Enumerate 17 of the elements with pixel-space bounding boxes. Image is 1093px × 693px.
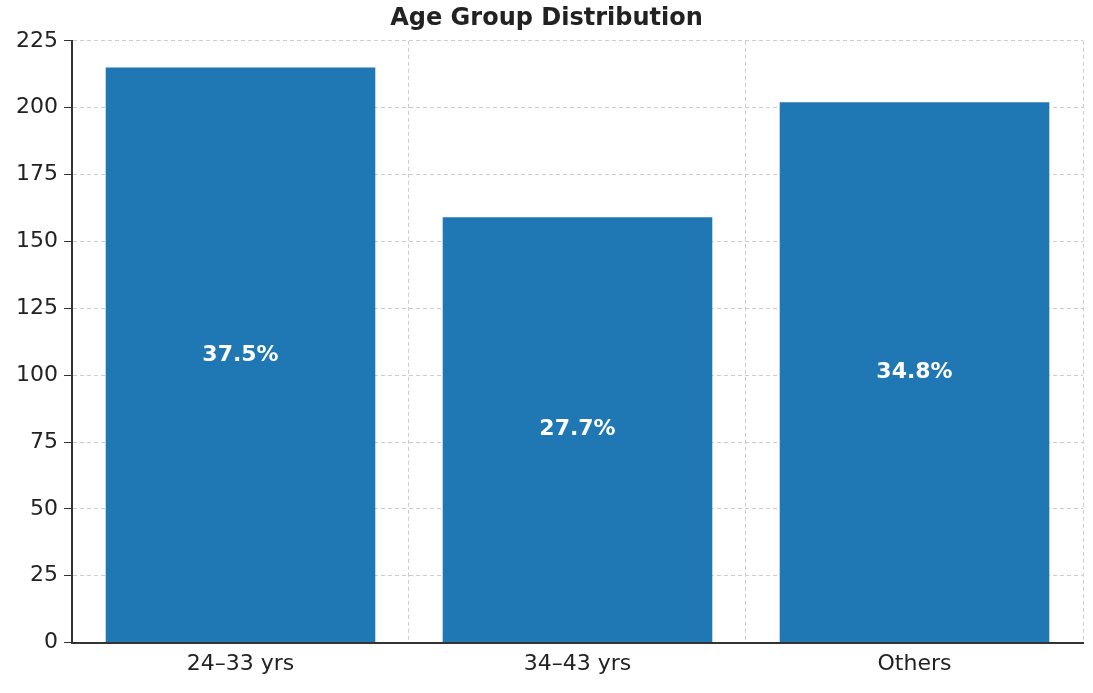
annotation: 34.8% [876, 357, 953, 383]
y-tick-label: 225 [15, 26, 58, 52]
annotation: 27.7% [539, 415, 616, 441]
y-tick-label: 100 [15, 360, 58, 386]
y-tick-label: 75 [29, 427, 58, 453]
y-tick-label: 25 [29, 561, 58, 587]
x-tick-label: 24–33 yrs [186, 649, 295, 675]
y-tick-label: 0 [43, 628, 58, 654]
y-tick-label: 200 [15, 93, 58, 119]
y-tick-label: 150 [15, 227, 58, 253]
y-tick-label: 50 [29, 494, 58, 520]
annotation: 37.5% [202, 340, 279, 366]
x-tick-label: 34–43 yrs [523, 649, 632, 675]
chart-title: Age Group Distribution [390, 2, 703, 31]
y-tick-label: 125 [15, 293, 58, 319]
y-tick-label: 175 [15, 160, 58, 186]
x-tick-label: Others [877, 649, 952, 675]
